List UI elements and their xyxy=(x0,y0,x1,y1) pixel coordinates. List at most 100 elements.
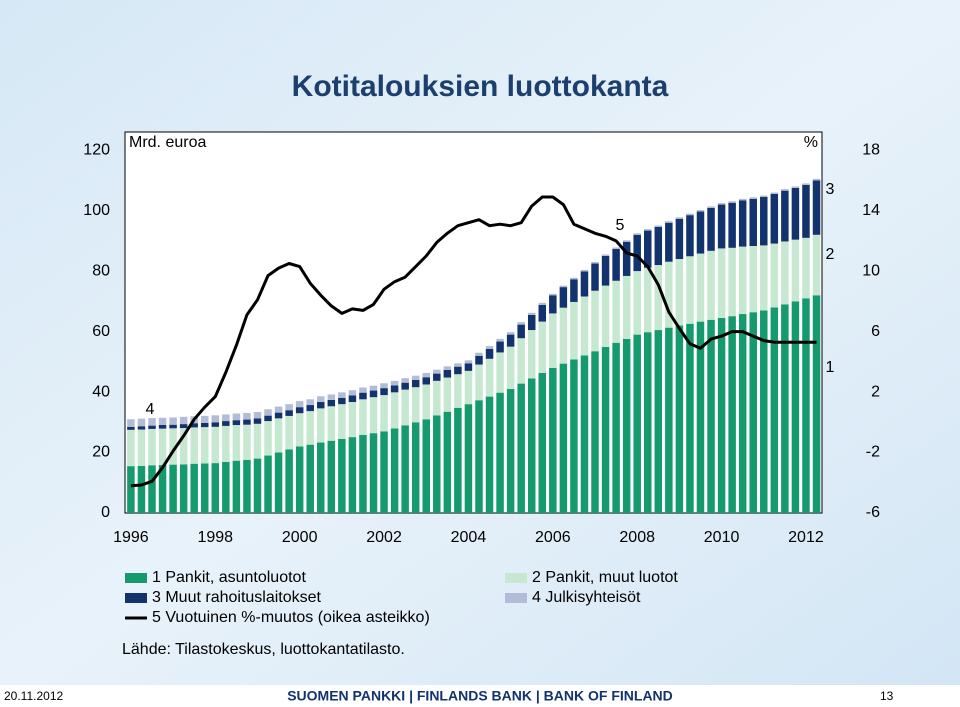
bar-segment xyxy=(274,452,283,513)
bar-segment xyxy=(464,360,473,364)
bar-segment xyxy=(570,301,578,360)
footer-bar xyxy=(0,685,960,707)
bar-segment xyxy=(549,295,557,314)
bar-segment xyxy=(791,186,800,188)
bar-segment xyxy=(570,277,578,280)
bar-segment xyxy=(506,389,515,513)
bar-segment xyxy=(622,240,631,242)
y2-tick-label: 18 xyxy=(862,141,880,158)
legend-label: 2 Pankit, muut luotot xyxy=(532,569,678,586)
bar-segment xyxy=(169,464,177,513)
bar-segment xyxy=(443,411,452,513)
bar-segment xyxy=(222,421,230,426)
bar-segment xyxy=(243,459,251,513)
bar-segment xyxy=(770,307,779,513)
bar-segment xyxy=(317,402,325,409)
bar-segment xyxy=(306,411,314,445)
bar-segment xyxy=(812,180,821,235)
bar-segment xyxy=(211,463,220,513)
y-tick-label: 120 xyxy=(83,141,110,158)
legend-swatch xyxy=(505,573,527,583)
bar-segment xyxy=(812,178,821,181)
bar-segment xyxy=(760,245,768,311)
bar-segment xyxy=(190,427,198,464)
x-tick-label: 2008 xyxy=(619,529,655,546)
bar-segment xyxy=(380,395,388,432)
bar-segment xyxy=(527,330,536,379)
bar-segment xyxy=(591,263,599,291)
bar-segment xyxy=(538,372,547,513)
bar-segment xyxy=(559,363,568,513)
bar-segment xyxy=(749,245,757,313)
bar-segment xyxy=(454,407,462,513)
legend-swatch xyxy=(505,593,527,603)
bar-segment xyxy=(601,285,610,347)
bar-segment xyxy=(380,431,388,513)
bar-segment xyxy=(274,412,283,419)
footer-page: 13 xyxy=(880,689,894,703)
bar-segment xyxy=(812,234,821,296)
bar-segment xyxy=(148,425,156,429)
bar-segment xyxy=(137,465,146,513)
bar-segment xyxy=(211,426,220,464)
bar-segment xyxy=(232,425,241,461)
bar-segment xyxy=(464,363,473,371)
bar-segment xyxy=(707,207,715,251)
bar-segment xyxy=(686,215,694,257)
bar-segment xyxy=(485,358,494,397)
bar-segment xyxy=(359,399,367,435)
bar-segment xyxy=(380,388,388,396)
annotation: 4 xyxy=(146,401,155,418)
bar-segment xyxy=(422,384,430,420)
bar-segment xyxy=(496,392,504,513)
bar-segment xyxy=(158,425,167,429)
y-axis-label: Mrd. euroa xyxy=(129,134,206,151)
bar-segment xyxy=(728,202,736,248)
bar-segment xyxy=(644,229,652,231)
bar-segment xyxy=(781,189,789,191)
bar-segment xyxy=(295,446,304,513)
bar-segment xyxy=(232,420,241,426)
bar-segment xyxy=(675,259,684,326)
bar-segment xyxy=(696,210,705,212)
bar-segment xyxy=(791,187,800,240)
bar-segment xyxy=(190,463,198,513)
bar-segment xyxy=(338,438,346,513)
bar-segment xyxy=(527,314,536,331)
y2-tick-label: 2 xyxy=(871,383,880,400)
bar-segment xyxy=(580,296,589,356)
bar-segment xyxy=(601,255,610,286)
bar-segment xyxy=(654,225,663,227)
bar-segment xyxy=(390,428,399,513)
bar-segment xyxy=(475,364,483,401)
bar-segment xyxy=(707,250,715,320)
bar-segment xyxy=(327,440,336,513)
bar-segment xyxy=(717,203,726,205)
bar-segment xyxy=(158,428,167,465)
y-tick-label: 0 xyxy=(101,504,110,521)
bar-segment xyxy=(338,404,346,439)
y2-tick-label: -2 xyxy=(866,444,880,461)
bar-segment xyxy=(348,395,357,403)
bar-segment xyxy=(222,425,230,462)
bar-segment xyxy=(348,390,357,396)
bar-segment xyxy=(390,380,399,386)
bar-segment xyxy=(422,372,430,378)
bar-segment xyxy=(401,382,409,390)
bar-segment xyxy=(538,321,547,373)
bar-segment xyxy=(749,312,757,513)
bar-segment xyxy=(253,458,262,513)
bar-segment xyxy=(559,307,568,364)
x-tick-label: 2010 xyxy=(704,529,740,546)
bar-segment xyxy=(338,392,346,398)
bar-segment xyxy=(475,400,483,513)
bar-segment xyxy=(411,375,420,380)
x-tick-label: 1998 xyxy=(197,529,233,546)
bar-segment xyxy=(591,351,599,513)
bar-segment xyxy=(665,222,673,262)
bar-segment xyxy=(485,348,494,359)
bar-segment xyxy=(612,247,620,250)
bar-segment xyxy=(285,415,293,450)
bar-segment xyxy=(665,221,673,223)
